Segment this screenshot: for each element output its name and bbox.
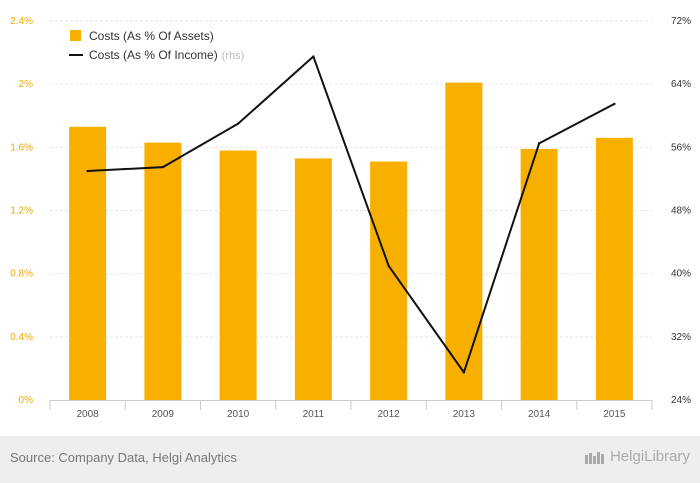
left-tick-label: 0.8% bbox=[10, 269, 33, 280]
x-tick-label: 2015 bbox=[603, 409, 626, 420]
income-point-2009[interactable] bbox=[161, 165, 165, 169]
income-point-2011[interactable] bbox=[312, 55, 315, 58]
bar-2011[interactable] bbox=[294, 158, 332, 400]
income-line bbox=[86, 55, 616, 374]
x-tick-label: 2012 bbox=[378, 409, 401, 420]
logo-text: HelgiLibrary bbox=[609, 448, 690, 465]
x-axis bbox=[49, 400, 653, 410]
chart: 0% 0.4% 0.8% 1.2% 1.6% 2% 2.4% 24% 32% 40% 48% 56% 6… bbox=[10, 16, 691, 420]
left-tick-label: 2.4% bbox=[10, 16, 33, 27]
x-tick-label: 2009 bbox=[152, 409, 175, 420]
x-tick-label: 2014 bbox=[528, 409, 551, 420]
gridlines bbox=[50, 20, 652, 338]
footer: Source: Company Data, Helgi Analytics He… bbox=[0, 436, 700, 483]
bar-2013[interactable] bbox=[445, 82, 483, 401]
income-point-2010[interactable] bbox=[236, 122, 240, 125]
left-tick-label: 1.2% bbox=[10, 206, 33, 217]
right-tick-label: 24% bbox=[671, 395, 691, 406]
right-tick-label: 32% bbox=[671, 332, 691, 343]
bar-2014[interactable] bbox=[520, 148, 558, 400]
bars bbox=[69, 82, 633, 401]
left-tick-label: 0% bbox=[19, 395, 34, 406]
x-tick-label: 2011 bbox=[303, 409, 325, 420]
income-point-2015[interactable] bbox=[613, 102, 616, 106]
income-line-path[interactable] bbox=[87, 55, 615, 374]
income-point-2012[interactable] bbox=[387, 264, 390, 267]
library-icon bbox=[584, 451, 604, 464]
left-tick-label: 2% bbox=[19, 79, 34, 90]
x-tick-label: 2013 bbox=[453, 409, 476, 420]
legend-line-label[interactable]: Costs (As % Of Income) (rhs) bbox=[89, 48, 244, 62]
x-tick-label: 2008 bbox=[77, 409, 100, 420]
legend-bar-swatch bbox=[70, 30, 81, 41]
right-tick-label: 48% bbox=[671, 206, 691, 217]
right-tick-label: 56% bbox=[671, 142, 691, 153]
legend[interactable]: Costs (As % Of Assets) Costs (As % Of In… bbox=[69, 29, 244, 62]
source-text: Source: Company Data, Helgi Analytics bbox=[10, 450, 237, 465]
helgilibrary-logo[interactable]: HelgiLibrary bbox=[584, 448, 690, 465]
bar-2009[interactable] bbox=[144, 142, 182, 401]
legend-rhs-note: (rhs) bbox=[222, 50, 245, 62]
left-tick-label: 1.6% bbox=[10, 142, 33, 153]
x-tick-label: 2010 bbox=[227, 409, 250, 420]
right-tick-label: 40% bbox=[671, 269, 691, 280]
bar-2015[interactable] bbox=[595, 137, 633, 400]
bar-2012[interactable] bbox=[370, 161, 408, 400]
legend-line-label-text: Costs (As % Of Income) bbox=[89, 48, 218, 62]
legend-bar-label[interactable]: Costs (As % Of Assets) bbox=[89, 29, 214, 43]
income-point-2008[interactable] bbox=[86, 169, 89, 173]
tick-labels: 0% 0.4% 0.8% 1.2% 1.6% 2% 2.4% 24% 32% 40% 48% 56% 6… bbox=[10, 16, 691, 420]
bar-2008[interactable] bbox=[69, 126, 107, 400]
left-tick-label: 0.4% bbox=[10, 332, 33, 343]
income-point-2014[interactable] bbox=[537, 142, 541, 145]
income-point-2013[interactable] bbox=[462, 371, 466, 374]
right-tick-label: 72% bbox=[671, 16, 691, 27]
bar-2010[interactable] bbox=[219, 150, 257, 400]
right-tick-label: 64% bbox=[671, 79, 691, 90]
